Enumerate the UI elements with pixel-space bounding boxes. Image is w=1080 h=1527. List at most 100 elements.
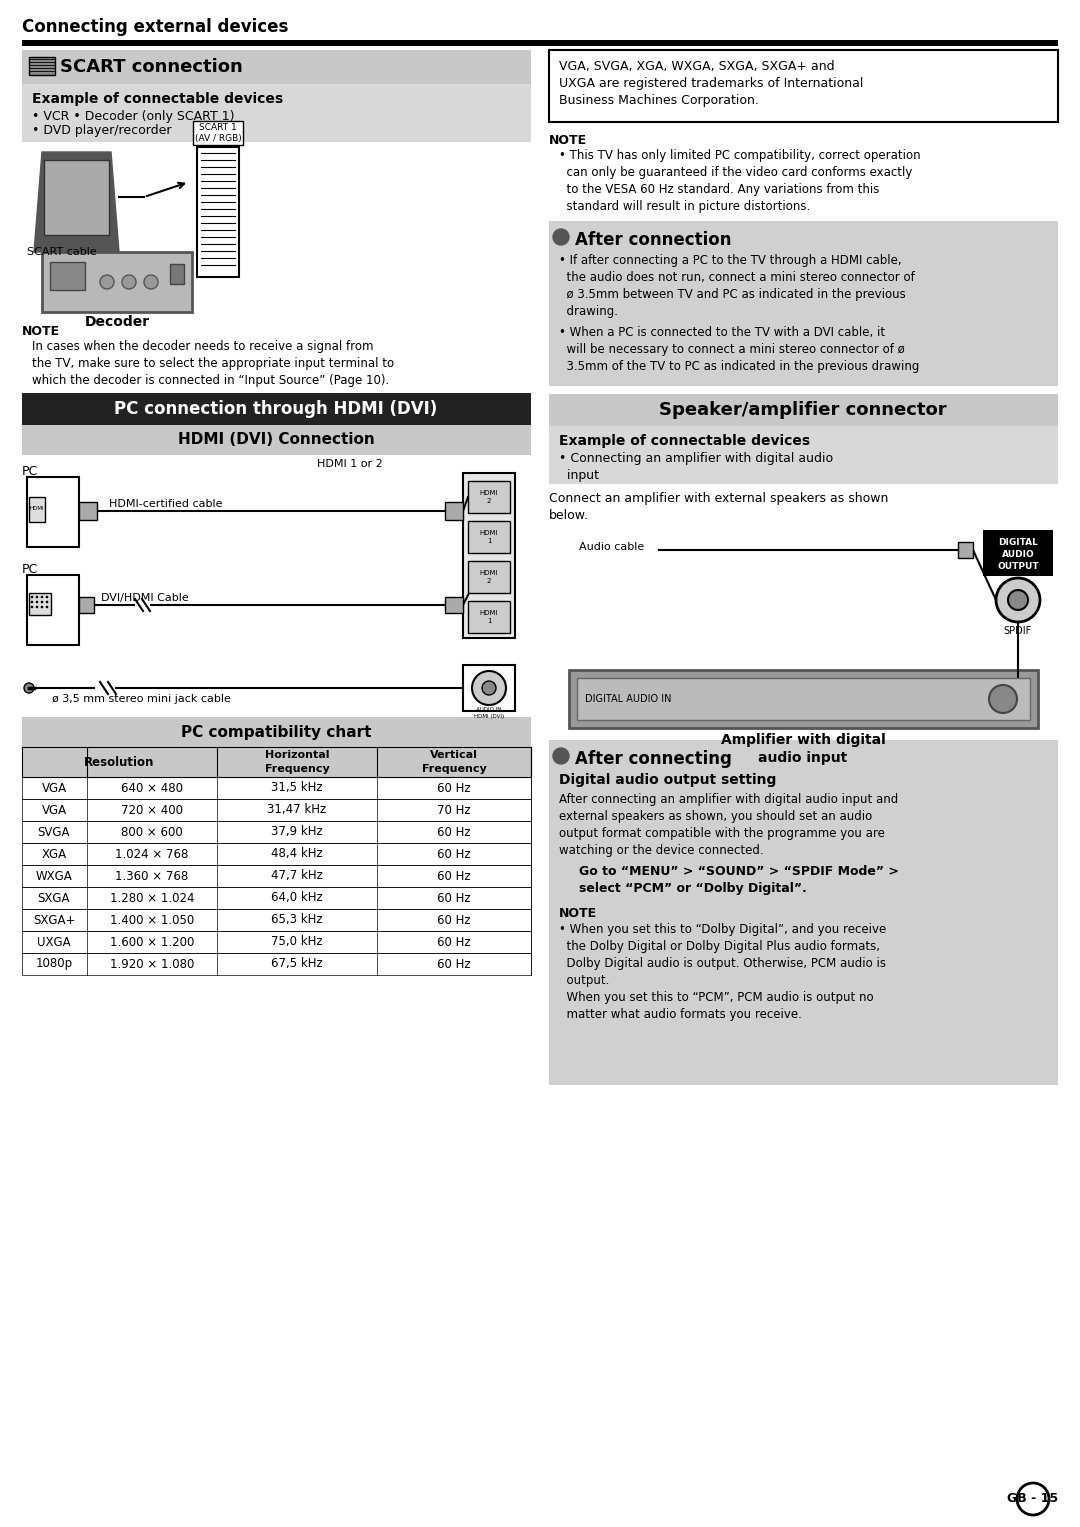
Text: SCART cable: SCART cable [27,247,97,257]
Ellipse shape [56,252,96,264]
Text: AUDIO IN
HDMI (DVI): AUDIO IN HDMI (DVI) [474,707,504,719]
Text: 60 Hz: 60 Hz [437,869,471,883]
Bar [22,843,531,864]
Text: SPDIF: SPDIF [1004,626,1032,637]
Text: VGA: VGA [41,782,67,794]
Bar [22,953,531,976]
Text: 60 Hz: 60 Hz [437,913,471,927]
Circle shape [989,686,1017,713]
Circle shape [41,596,43,599]
Text: 70 Hz: 70 Hz [437,803,471,817]
Bar [22,843,531,864]
Circle shape [144,275,158,289]
Bar [569,670,1038,728]
Text: VGA: VGA [41,803,67,817]
Bar [22,822,531,843]
Text: NOTE: NOTE [559,907,597,919]
Text: • When a PC is connected to the TV with a DVI cable, it
  will be necessary to c: • When a PC is connected to the TV with … [559,325,919,373]
Circle shape [45,606,49,608]
Text: SXGA: SXGA [38,892,70,904]
Text: SXGA+: SXGA+ [32,913,76,927]
Circle shape [30,596,33,599]
Bar [549,741,1058,1086]
Text: 64,0 kHz: 64,0 kHz [271,892,323,904]
Text: 1.280 × 1.024: 1.280 × 1.024 [110,892,194,904]
Text: DVI/HDMI Cable: DVI/HDMI Cable [102,592,189,603]
Text: DIGITAL AUDIO IN: DIGITAL AUDIO IN [585,693,672,704]
Text: HDMI
2: HDMI 2 [480,490,498,504]
Circle shape [30,600,33,603]
Bar [29,592,51,615]
Text: ø 3,5 mm stereo mini jack cable: ø 3,5 mm stereo mini jack cable [52,693,231,704]
Circle shape [45,596,49,599]
Bar [27,576,79,644]
Bar [22,909,531,931]
Text: NOTE: NOTE [22,325,60,337]
Text: Example of connectable devices: Example of connectable devices [32,92,283,105]
Circle shape [30,606,33,608]
Text: HDMI
2: HDMI 2 [480,570,498,583]
Circle shape [482,681,496,695]
Circle shape [122,275,136,289]
Text: 60 Hz: 60 Hz [437,826,471,838]
Circle shape [36,600,38,603]
Text: 47,7 kHz: 47,7 kHz [271,869,323,883]
Bar [29,496,45,522]
Text: HDMI 1 or 2: HDMI 1 or 2 [318,460,382,469]
Text: HDMI-certified cable: HDMI-certified cable [109,499,222,508]
Bar [50,263,85,290]
Text: • Connecting an amplifier with digital audio
  input: • Connecting an amplifier with digital a… [559,452,833,483]
Bar [22,84,531,142]
Bar [79,597,94,612]
Bar [22,799,531,822]
Text: SCART 1
(AV / RGB): SCART 1 (AV / RGB) [194,122,241,144]
Text: 60 Hz: 60 Hz [437,892,471,904]
Bar [79,502,97,521]
Bar [22,718,531,747]
Bar [22,822,531,843]
Text: 31,47 kHz: 31,47 kHz [268,803,326,817]
Bar [22,931,531,953]
Text: 60 Hz: 60 Hz [437,847,471,861]
Text: 720 × 400: 720 × 400 [121,803,183,817]
Bar [445,597,463,612]
Bar [42,252,192,312]
Text: NOTE: NOTE [549,134,588,147]
Text: 31,5 kHz: 31,5 kHz [271,782,323,794]
Text: Connecting external devices: Connecting external devices [22,18,288,37]
Text: In cases when the decoder needs to receive a signal from
the TV, make sure to se: In cases when the decoder needs to recei… [32,341,394,386]
Bar [193,121,243,145]
Text: Speaker/amplifier connector: Speaker/amplifier connector [659,402,947,418]
Bar [549,394,1058,426]
Bar [577,678,1030,721]
Bar [468,602,510,634]
Bar [22,909,531,931]
Text: After connecting: After connecting [575,750,732,768]
Bar [22,953,531,976]
Circle shape [553,748,569,764]
Text: 48,4 kHz: 48,4 kHz [271,847,323,861]
Bar [22,50,531,84]
Text: Example of connectable devices: Example of connectable devices [559,434,810,447]
Text: 65,3 kHz: 65,3 kHz [271,913,323,927]
Text: • DVD player/recorder: • DVD player/recorder [32,124,172,137]
Circle shape [36,596,38,599]
Text: 800 × 600: 800 × 600 [121,826,183,838]
Text: • If after connecting a PC to the TV through a HDMI cable,
  the audio does not : • If after connecting a PC to the TV thr… [559,253,915,318]
Bar [463,473,515,638]
Text: HDMI
1: HDMI 1 [480,530,498,544]
Bar [44,160,109,235]
Text: 1.024 × 768: 1.024 × 768 [116,847,189,861]
Bar [549,221,1058,386]
Bar [22,887,531,909]
Bar [22,777,531,799]
Text: 67,5 kHz: 67,5 kHz [271,957,323,971]
Text: Amplifier with digital
audio input: Amplifier with digital audio input [720,733,886,765]
Text: SCART connection: SCART connection [60,58,243,76]
Bar [27,476,79,547]
Bar [463,664,515,712]
Text: UXGA: UXGA [37,936,71,948]
Bar [958,542,973,557]
Circle shape [24,683,33,693]
Bar [22,931,531,953]
